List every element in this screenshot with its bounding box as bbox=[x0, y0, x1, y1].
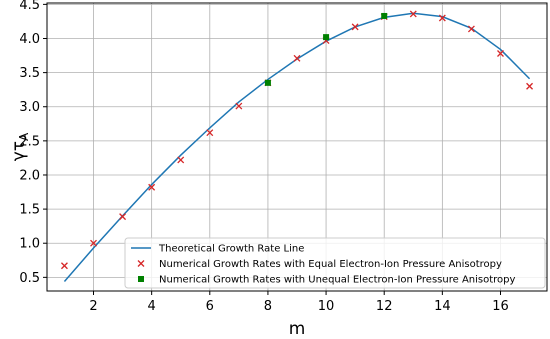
x-marker bbox=[351, 23, 359, 31]
x-marker-stroke bbox=[90, 239, 97, 247]
x-marker bbox=[137, 260, 145, 267]
y-axis-title: γτA bbox=[9, 132, 31, 161]
grid-lines bbox=[47, 3, 547, 291]
y-tick-label: 4.0 bbox=[19, 32, 40, 47]
x-marker-stroke bbox=[177, 156, 185, 164]
x-marker-stroke bbox=[351, 23, 359, 31]
plot-frame bbox=[46, 2, 548, 292]
x-marker bbox=[119, 213, 127, 221]
x-marker bbox=[467, 25, 475, 33]
x-tick-label: 6 bbox=[206, 299, 214, 314]
x-marker-stroke bbox=[526, 82, 534, 90]
x-marker-stroke bbox=[148, 183, 156, 191]
x-marker-stroke bbox=[497, 50, 504, 57]
x-tick-label: 4 bbox=[148, 299, 156, 314]
x-marker bbox=[177, 156, 185, 164]
x-marker bbox=[206, 129, 214, 137]
y-tick-label: 3.5 bbox=[19, 66, 40, 81]
y-tick-label: 2.5 bbox=[19, 134, 40, 149]
y-axis-title-main: γτ bbox=[9, 141, 29, 161]
x-marker-stroke bbox=[438, 14, 446, 22]
square-marker bbox=[323, 34, 330, 41]
legend-square-swatch bbox=[138, 276, 144, 282]
x-marker-stroke bbox=[293, 54, 301, 62]
legend-label: Numerical Growth Rates with Equal Electr… bbox=[159, 259, 502, 270]
legend-label: Theoretical Growth Rate Line bbox=[158, 244, 304, 255]
axis-ticks: 2 4 6 8 10 12 14 16 0.5 1.0 1.5 2.0 2.5 3.0 3.5 4.0 4.5 bbox=[19, 0, 508, 314]
x-marker-stroke bbox=[206, 129, 214, 137]
legend-label: Numerical Growth Rates with Unequal Elec… bbox=[159, 275, 516, 286]
x-tick-label: 8 bbox=[264, 299, 272, 314]
x-marker bbox=[497, 50, 504, 57]
y-tick-label: 2.0 bbox=[19, 168, 40, 183]
x-marker-stroke bbox=[235, 102, 243, 110]
y-axis-title-subscript: A bbox=[17, 132, 31, 141]
x-marker bbox=[438, 14, 446, 22]
x-marker-stroke bbox=[119, 213, 127, 221]
x-marker bbox=[60, 262, 68, 270]
x-marker bbox=[409, 10, 417, 18]
y-tick-label: 3.0 bbox=[19, 100, 40, 115]
x-marker-stroke bbox=[467, 25, 475, 33]
y-tick-label: 4.5 bbox=[19, 0, 40, 13]
x-tick-label: 14 bbox=[434, 299, 451, 314]
x-tick-label: 12 bbox=[376, 299, 393, 314]
y-tick-label: 1.0 bbox=[19, 237, 40, 252]
x-marker bbox=[90, 239, 97, 247]
x-tick-label: 2 bbox=[89, 299, 97, 314]
x-marker bbox=[235, 102, 243, 110]
square-marker bbox=[381, 12, 388, 19]
x-marker bbox=[526, 82, 534, 90]
x-marker-stroke bbox=[60, 262, 68, 270]
x-tick-label: 16 bbox=[492, 299, 509, 314]
plot-series bbox=[60, 10, 534, 282]
x-marker-stroke bbox=[137, 260, 145, 267]
x-marker-stroke bbox=[409, 10, 417, 18]
legend: Theoretical Growth Rate Line Numerical Gr… bbox=[124, 237, 546, 289]
y-tick-label: 1.5 bbox=[19, 203, 40, 218]
x-marker bbox=[293, 54, 301, 62]
y-tick-label: 0.5 bbox=[19, 271, 40, 286]
x-axis-title: m bbox=[289, 319, 306, 339]
square-marker bbox=[264, 79, 271, 86]
legend-box bbox=[124, 237, 546, 289]
x-marker bbox=[148, 183, 156, 191]
x-tick-label: 10 bbox=[318, 299, 335, 314]
